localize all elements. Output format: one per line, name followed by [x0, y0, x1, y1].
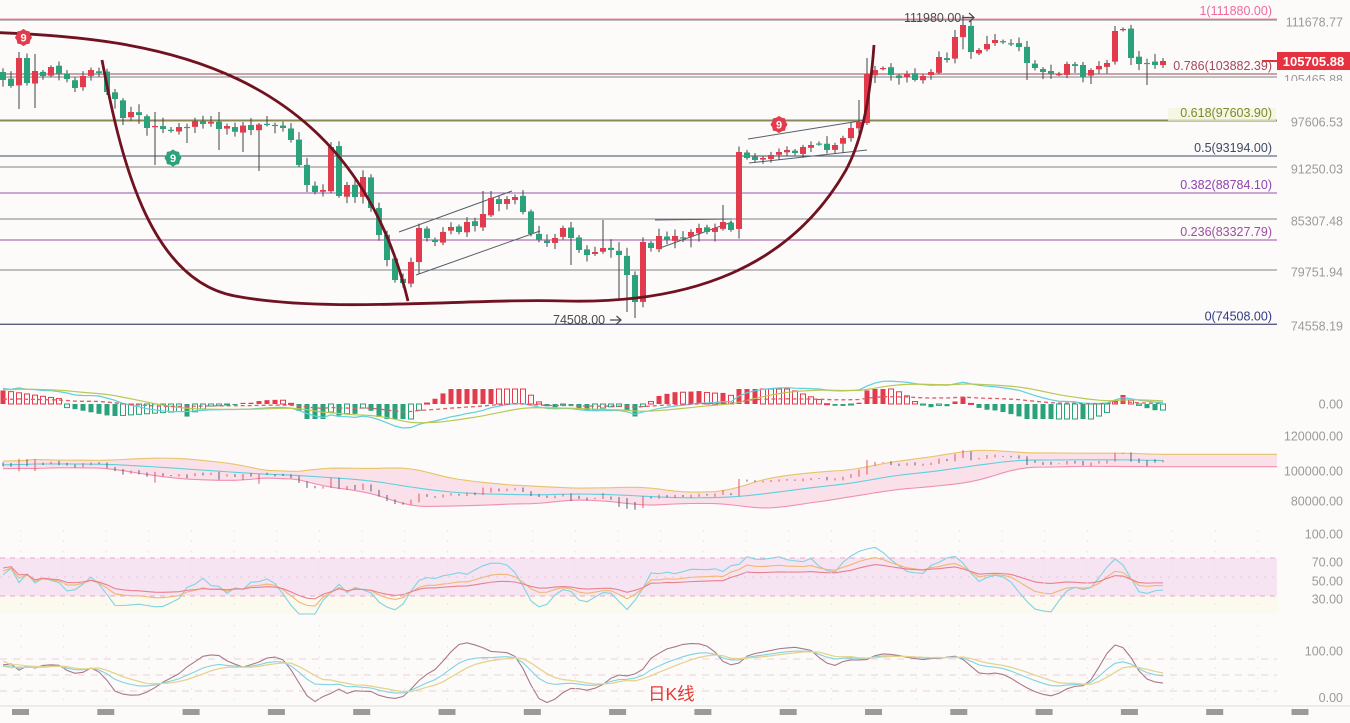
svg-text:0.5(93194.00): 0.5(93194.00) [1194, 141, 1272, 155]
svg-text:91250.03: 91250.03 [1291, 163, 1343, 177]
svg-text:100.00: 100.00 [1305, 528, 1343, 542]
svg-text:0(74508.00): 0(74508.00) [1205, 310, 1272, 324]
svg-text:日K线: 日K线 [648, 684, 695, 704]
svg-text:30.00: 30.00 [1312, 593, 1343, 607]
svg-text:9: 9 [776, 120, 782, 132]
svg-text:0.618(97603.90): 0.618(97603.90) [1180, 106, 1272, 120]
svg-text:9: 9 [20, 33, 26, 45]
svg-text:85307.48: 85307.48 [1291, 215, 1343, 229]
svg-text:9: 9 [170, 153, 176, 165]
svg-text:100000.00: 100000.00 [1284, 465, 1343, 479]
svg-text:111678.77: 111678.77 [1286, 16, 1343, 30]
svg-text:111980.00: 111980.00 [904, 11, 961, 25]
svg-text:70.00: 70.00 [1312, 556, 1343, 570]
svg-text:97606.53: 97606.53 [1291, 116, 1343, 130]
svg-text:79751.94: 79751.94 [1291, 266, 1343, 280]
svg-text:0.786(103882.39): 0.786(103882.39) [1173, 59, 1272, 73]
svg-text:100.00: 100.00 [1305, 645, 1343, 659]
svg-text:105465.88: 105465.88 [1284, 73, 1343, 87]
svg-text:74508.00: 74508.00 [553, 313, 605, 327]
svg-text:80000.00: 80000.00 [1291, 495, 1343, 509]
svg-text:74558.19: 74558.19 [1291, 320, 1343, 334]
svg-text:0.00: 0.00 [1319, 398, 1343, 412]
svg-text:0.236(83327.79): 0.236(83327.79) [1180, 225, 1272, 239]
svg-text:105705.88: 105705.88 [1283, 54, 1344, 69]
svg-text:50.00: 50.00 [1312, 575, 1343, 589]
svg-text:1(111880.00): 1(111880.00) [1199, 4, 1272, 18]
svg-text:120000.00: 120000.00 [1284, 430, 1343, 444]
svg-text:0.382(88784.10): 0.382(88784.10) [1180, 178, 1272, 192]
svg-text:0.00: 0.00 [1319, 691, 1343, 705]
